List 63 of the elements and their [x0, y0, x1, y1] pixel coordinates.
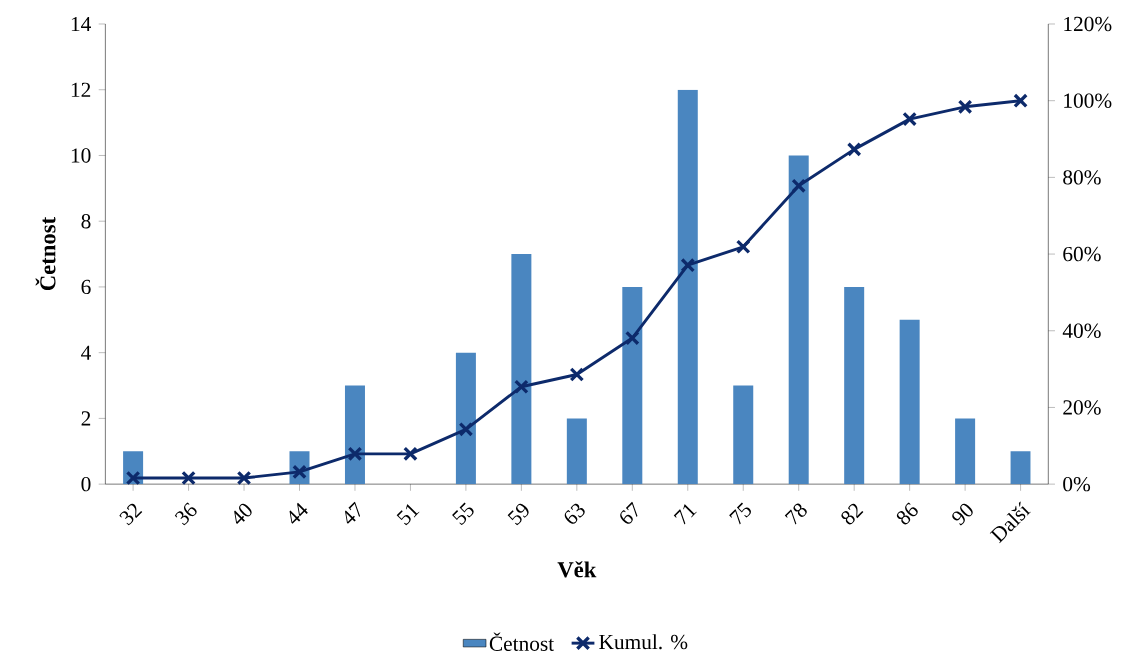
x-tick-label: 55	[452, 502, 474, 525]
x-tick-label: 86	[896, 502, 918, 525]
x-tick-label: 44	[289, 502, 308, 524]
y-axis-title: Četnost	[35, 216, 56, 291]
legend-label: Kumul. %	[599, 634, 688, 650]
bar	[788, 155, 809, 485]
bar	[1010, 451, 1031, 485]
point	[181, 470, 196, 486]
point	[957, 99, 973, 115]
bar	[344, 385, 365, 485]
point	[846, 141, 862, 157]
point	[236, 470, 252, 486]
point	[735, 239, 751, 255]
y-tick-label: 8	[81, 213, 91, 229]
point	[125, 470, 141, 486]
y2-tick-label: 100%	[1064, 93, 1112, 108]
bar	[677, 89, 698, 485]
bar	[511, 253, 532, 485]
point	[569, 367, 585, 382]
x-tick-label: 75	[729, 502, 751, 525]
bar	[566, 418, 587, 485]
legend-label: Četnost	[489, 632, 555, 651]
point	[403, 446, 418, 462]
point	[680, 257, 696, 273]
bar	[899, 319, 920, 485]
x-tick-label: 82	[841, 503, 864, 525]
y-tick-label: 0	[81, 476, 91, 492]
point	[514, 379, 529, 394]
y2-tick-label: 80%	[1063, 170, 1101, 185]
y-tick-label: 14	[71, 16, 91, 31]
y2-tick-label: 120%	[1064, 16, 1112, 32]
x-tick-label: 47	[345, 501, 361, 524]
y2-tick-label: 20%	[1063, 400, 1101, 415]
y-tick-label: 10	[71, 148, 91, 163]
y2-tick-label: 40%	[1062, 323, 1101, 338]
x-axis-title: Věk	[557, 561, 597, 578]
point	[458, 421, 474, 437]
y-tick-label: 12	[71, 82, 91, 97]
x-tick-label: 32	[119, 503, 143, 526]
bar	[733, 385, 754, 485]
x-tick-label: 67	[620, 501, 638, 524]
point	[791, 178, 807, 194]
x-tick-label: 59	[507, 503, 529, 526]
bar	[455, 352, 476, 485]
x-tick-label: 78	[784, 503, 807, 525]
y-tick-label: 4	[81, 345, 91, 360]
bar	[844, 286, 865, 485]
y-tick-label: 2	[81, 411, 91, 426]
x-tick-label: 90	[952, 503, 973, 526]
x-tick-label: 40	[234, 503, 252, 524]
y2-tick-label: 0%	[1063, 476, 1091, 492]
point	[347, 446, 363, 462]
point	[902, 111, 917, 127]
x-tick-label: 36	[174, 502, 197, 526]
point	[624, 330, 640, 346]
x-tick-label: 63	[564, 503, 585, 524]
y-tick-label: 6	[81, 279, 91, 295]
y2-tick-label: 60%	[1063, 246, 1101, 262]
point	[1013, 93, 1028, 108]
x-tick-label: 51	[396, 504, 420, 526]
bar	[622, 286, 643, 485]
x-tick-label: 71	[673, 504, 697, 525]
bar	[955, 418, 976, 485]
